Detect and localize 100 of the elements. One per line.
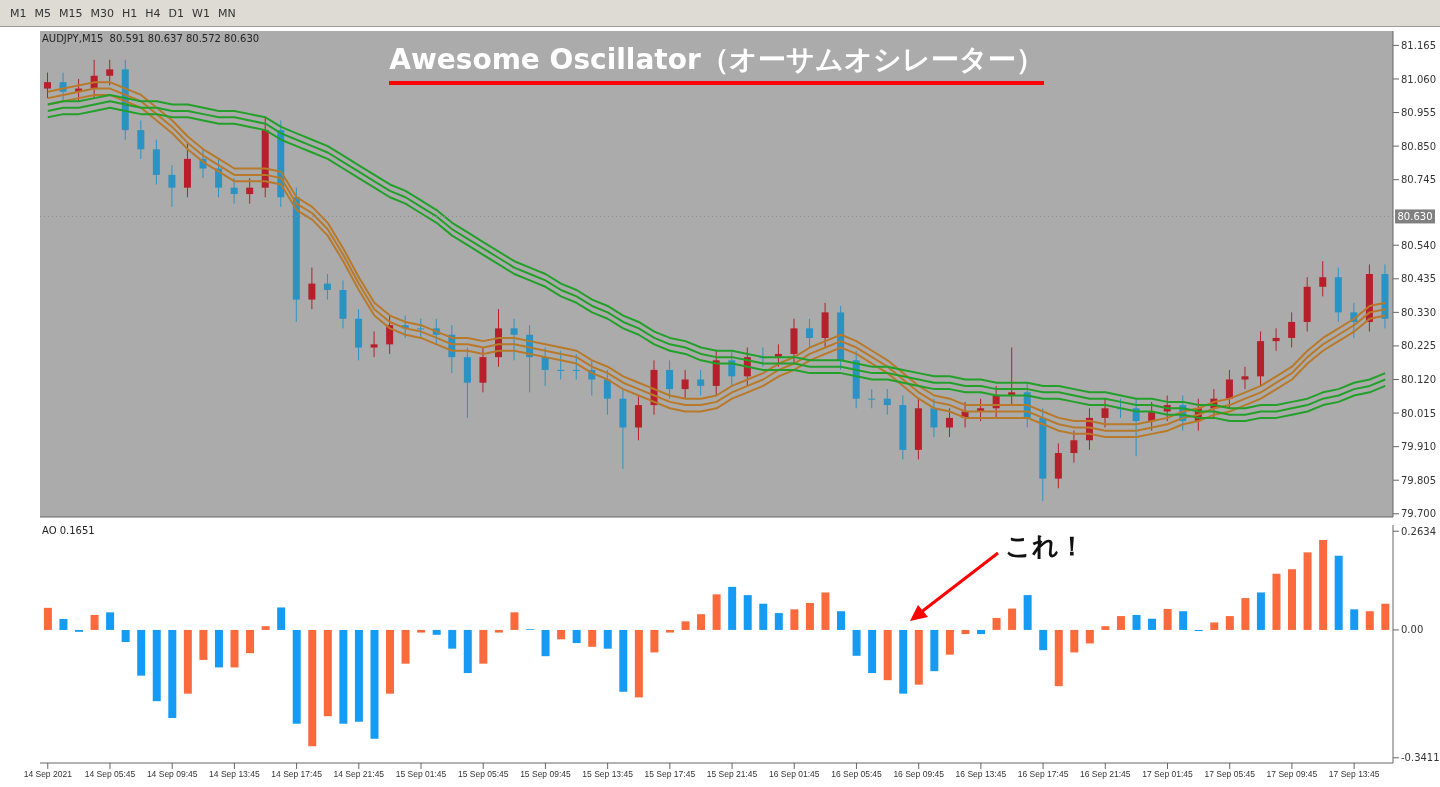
- y-tick-label: 81.060: [1401, 73, 1436, 85]
- x-tick-label: 15 Sep 09:45: [520, 769, 571, 780]
- candlestick: [1101, 398, 1109, 428]
- x-tick-label: 16 Sep 09:45: [893, 769, 945, 780]
- bar: [432, 629, 441, 635]
- bar: [1039, 629, 1048, 651]
- bar: [246, 629, 255, 654]
- bar: [401, 629, 410, 664]
- x-tick-label: 14 Sep 13:45: [209, 769, 260, 780]
- candlestick: [1225, 369, 1233, 409]
- bar: [479, 629, 488, 664]
- bar: [137, 629, 146, 676]
- bar: [494, 629, 503, 633]
- bar: [90, 614, 99, 630]
- x-tick-label: 14 Sep 17:45: [271, 769, 323, 780]
- y-tick-label: -0.3411: [1401, 752, 1440, 764]
- bar: [417, 629, 426, 633]
- candlestick: [1272, 327, 1280, 352]
- bar: [759, 603, 768, 630]
- x-tick-label: 16 Sep 17:45: [1017, 769, 1069, 780]
- bar: [1334, 555, 1343, 630]
- text: M5: [33, 5, 52, 22]
- bar: [1272, 573, 1281, 630]
- candlestick: [681, 369, 689, 400]
- candlestick: [883, 388, 891, 416]
- bar: [1132, 614, 1141, 630]
- bar: [1225, 616, 1234, 630]
- bar: [339, 629, 348, 724]
- x-tick-label: 15 Sep 01:45: [395, 769, 447, 780]
- candlestick: [230, 177, 238, 205]
- x-tick-label: 14 Sep 09:45: [146, 769, 198, 780]
- x-tick-label: 14 Sep 2021: [23, 769, 73, 780]
- bar: [883, 629, 892, 681]
- bar: [1085, 629, 1094, 644]
- bar: [1101, 626, 1110, 630]
- x-tick-label: 14 Sep 21:45: [333, 769, 385, 780]
- text: M15: [58, 5, 84, 22]
- x-tick-label: 16 Sep 21:45: [1080, 769, 1131, 780]
- x-tick-label: 17 Sep 09:45: [1266, 769, 1318, 780]
- candlestick: [541, 347, 549, 387]
- bar: [650, 629, 659, 653]
- bar: [1054, 629, 1063, 687]
- bar: [1210, 622, 1219, 630]
- x-tick-label: 17 Sep 13:45: [1328, 769, 1380, 780]
- x-tick-label: 16 Sep 05:45: [831, 769, 883, 780]
- candlestick: [168, 164, 176, 208]
- annotation: AO 0.1651: [42, 525, 95, 536]
- bar: [199, 629, 208, 660]
- text: W1: [191, 5, 211, 22]
- y-tick-label: 80.015: [1401, 407, 1436, 419]
- bar: [603, 629, 612, 649]
- candlestick: [246, 177, 254, 205]
- candlestick: [603, 369, 611, 416]
- x-tick-label: 16 Sep 13:45: [955, 769, 1007, 780]
- bar: [323, 629, 332, 717]
- bar: [557, 629, 566, 640]
- y-tick-label: 79.700: [1401, 508, 1436, 520]
- x-tick-label: 17 Sep 05:45: [1204, 769, 1256, 780]
- x-tick-label: 15 Sep 21:45: [706, 769, 758, 780]
- bar: [868, 629, 877, 674]
- text: H1: [121, 5, 139, 22]
- candlestick: [106, 59, 114, 86]
- bar: [230, 629, 239, 668]
- bar: [1381, 603, 1390, 630]
- candlestick: [417, 318, 425, 339]
- bar: [261, 626, 270, 630]
- bar: [1008, 608, 1017, 630]
- candlestick: [806, 318, 814, 349]
- bar: [370, 629, 379, 739]
- y-tick-label: 0.2634: [1401, 525, 1436, 537]
- x-tick-label: 14 Sep 05:45: [84, 769, 136, 780]
- bar: [168, 629, 177, 719]
- bar: [463, 629, 472, 674]
- bar: [976, 629, 985, 635]
- bar: [1179, 611, 1188, 630]
- y-tick-label: 80.745: [1401, 174, 1436, 186]
- y-tick-label: 80.540: [1401, 239, 1436, 251]
- bar: [619, 629, 628, 692]
- candlestick: [137, 120, 145, 160]
- candlestick: [634, 395, 642, 441]
- y-tick-label: 79.910: [1401, 441, 1436, 453]
- y-tick-label: 81.165: [1401, 39, 1436, 51]
- bar: [1319, 539, 1328, 630]
- bar: [1023, 595, 1032, 630]
- bar: [899, 629, 908, 694]
- bar: [106, 612, 115, 630]
- bar: [121, 629, 130, 642]
- bar: [945, 629, 954, 655]
- candlestick: [308, 267, 316, 310]
- bar: [1070, 629, 1079, 653]
- bar: [59, 619, 68, 630]
- bar: [1288, 569, 1297, 630]
- candlestick: [370, 331, 378, 358]
- bar: [914, 629, 923, 685]
- y-tick-label: 0.00: [1401, 624, 1424, 636]
- y-tick-label: 80.225: [1401, 340, 1436, 352]
- text: D1: [167, 5, 186, 22]
- ref-line-label: 80.630: [1397, 211, 1433, 223]
- bar: [930, 629, 939, 672]
- bar: [1303, 552, 1312, 630]
